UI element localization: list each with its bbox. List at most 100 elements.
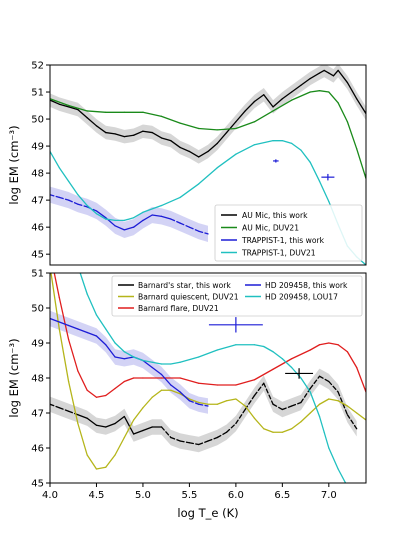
- series-line-segment: [123, 217, 135, 222]
- series-line-segment: [328, 342, 339, 346]
- series-line-segment: [198, 401, 209, 405]
- legend-entry: AU Mic, this work: [242, 211, 308, 220]
- y-tick-label: 52: [31, 61, 44, 72]
- series-line-segment: [290, 349, 311, 360]
- series-line-segment: [188, 400, 200, 405]
- series-line-segment: [77, 108, 88, 119]
- series-line-segment: [337, 468, 347, 483]
- series-line-segment: [281, 358, 293, 369]
- top-y-axis-label: log EM (cm⁻³): [7, 125, 21, 204]
- series-line-segment: [328, 447, 339, 470]
- series-line-segment: [95, 125, 107, 134]
- series-line-segment: [318, 375, 330, 383]
- series-line-segment: [86, 417, 98, 426]
- series-line-segment: [86, 389, 98, 398]
- series-line-segment: [216, 344, 237, 351]
- series-line-segment: [160, 115, 181, 124]
- bottom-y-ticks: 45 46 47 48 49 50 51: [31, 269, 50, 490]
- series-line-segment: [95, 210, 107, 219]
- bottom-y-axis-label: log EM (cm⁻³): [7, 338, 21, 417]
- series-line-segment: [235, 398, 246, 407]
- bottom-errorbars: [208, 317, 314, 379]
- series-line-segment: [328, 91, 339, 104]
- series-line-segment: [142, 204, 163, 213]
- series-line-segment: [356, 98, 366, 115]
- x-tick-label: 6.5: [274, 490, 290, 501]
- series-line-segment: [216, 400, 228, 405]
- series-line-segment: [160, 373, 172, 386]
- bottom-x-ticks: 4.0 4.5 5.0 5.5 6.0 6.5 7.0: [42, 483, 337, 501]
- series-line-segment: [151, 389, 163, 398]
- series-line-segment: [272, 358, 293, 370]
- series-line-segment: [114, 356, 126, 360]
- series-line-segment: [58, 328, 70, 383]
- y-tick-label: 47: [31, 409, 44, 420]
- series-line-segment: [198, 167, 218, 185]
- series-line-segment: [290, 84, 302, 93]
- series-line-segment: [114, 342, 126, 353]
- series-line-segment: [160, 426, 172, 439]
- series-line-segment: [123, 419, 135, 439]
- series-line-segment: [67, 380, 79, 425]
- series-line-segment: [77, 414, 88, 419]
- y-tick-label: 49: [31, 142, 44, 153]
- series-line-segment: [67, 324, 79, 330]
- series-line-segment: [216, 431, 228, 439]
- series-line-segment: [58, 321, 70, 327]
- series-line-segment: [309, 72, 321, 80]
- series-line-segment: [114, 133, 126, 138]
- y-tick-label: 46: [31, 223, 44, 234]
- series-line-segment: [198, 349, 218, 358]
- error-bar-point: [273, 159, 279, 163]
- bottom-bands: [50, 310, 357, 453]
- series-line-segment: [86, 204, 98, 215]
- series-line-segment: [225, 422, 237, 433]
- series-line-segment: [309, 375, 321, 390]
- series-line-segment: [216, 131, 228, 145]
- series-line-segment: [58, 196, 70, 201]
- series-line-segment: [318, 69, 325, 74]
- legend-entry: Barnard's star, this work: [138, 281, 231, 290]
- series-line-segment: [179, 183, 200, 199]
- series-line-segment: [263, 428, 274, 433]
- series-line-segment: [346, 405, 358, 414]
- x-axis-label: log T_e (K): [177, 506, 238, 520]
- series-line-segment: [86, 117, 98, 127]
- series-line-segment: [318, 398, 330, 405]
- series-line-segment: [253, 110, 274, 123]
- series-line-segment: [132, 211, 144, 219]
- error-bar-point: [208, 317, 263, 333]
- series-line-segment: [151, 361, 163, 365]
- legend-entry: HD 209458, this work: [265, 281, 348, 290]
- legend-box: [214, 204, 363, 262]
- series-line-segment: [114, 380, 126, 390]
- legend-entry: TRAPPIST-1, this work: [241, 236, 325, 245]
- series-line-segment: [318, 342, 330, 346]
- series-line-segment: [67, 180, 79, 196]
- y-tick-label: 51: [31, 269, 44, 280]
- series-line-segment: [347, 487, 356, 505]
- series-line-segment: [244, 405, 256, 419]
- series-line-segment: [170, 384, 181, 393]
- legend-entry: Barnard flare, DUV21: [138, 304, 219, 313]
- series-line-segment: [132, 429, 144, 435]
- series-line-segment: [328, 380, 339, 393]
- y-tick-label: 49: [31, 339, 44, 350]
- series-line-segment: [253, 344, 265, 348]
- y-tick-label: 50: [31, 115, 44, 126]
- series-line-segment: [225, 398, 237, 402]
- y-tick-label: 47: [31, 196, 44, 207]
- series-line-segment: [337, 69, 349, 84]
- series-line-segment: [323, 431, 330, 449]
- series-line-segment: [105, 328, 116, 344]
- series-line-segment: [188, 226, 200, 232]
- series-line-segment: [198, 150, 209, 158]
- series-line-segment: [337, 344, 349, 353]
- series-line-segment: [50, 317, 60, 323]
- series-line-segment: [86, 110, 107, 113]
- legend-entry: HD 209458, LOU17: [265, 293, 338, 302]
- series-line-segment: [198, 403, 209, 407]
- y-tick-label: 48: [31, 374, 44, 385]
- bottom-legend: Barnard's star, this work Barnard quiesce…: [111, 275, 363, 317]
